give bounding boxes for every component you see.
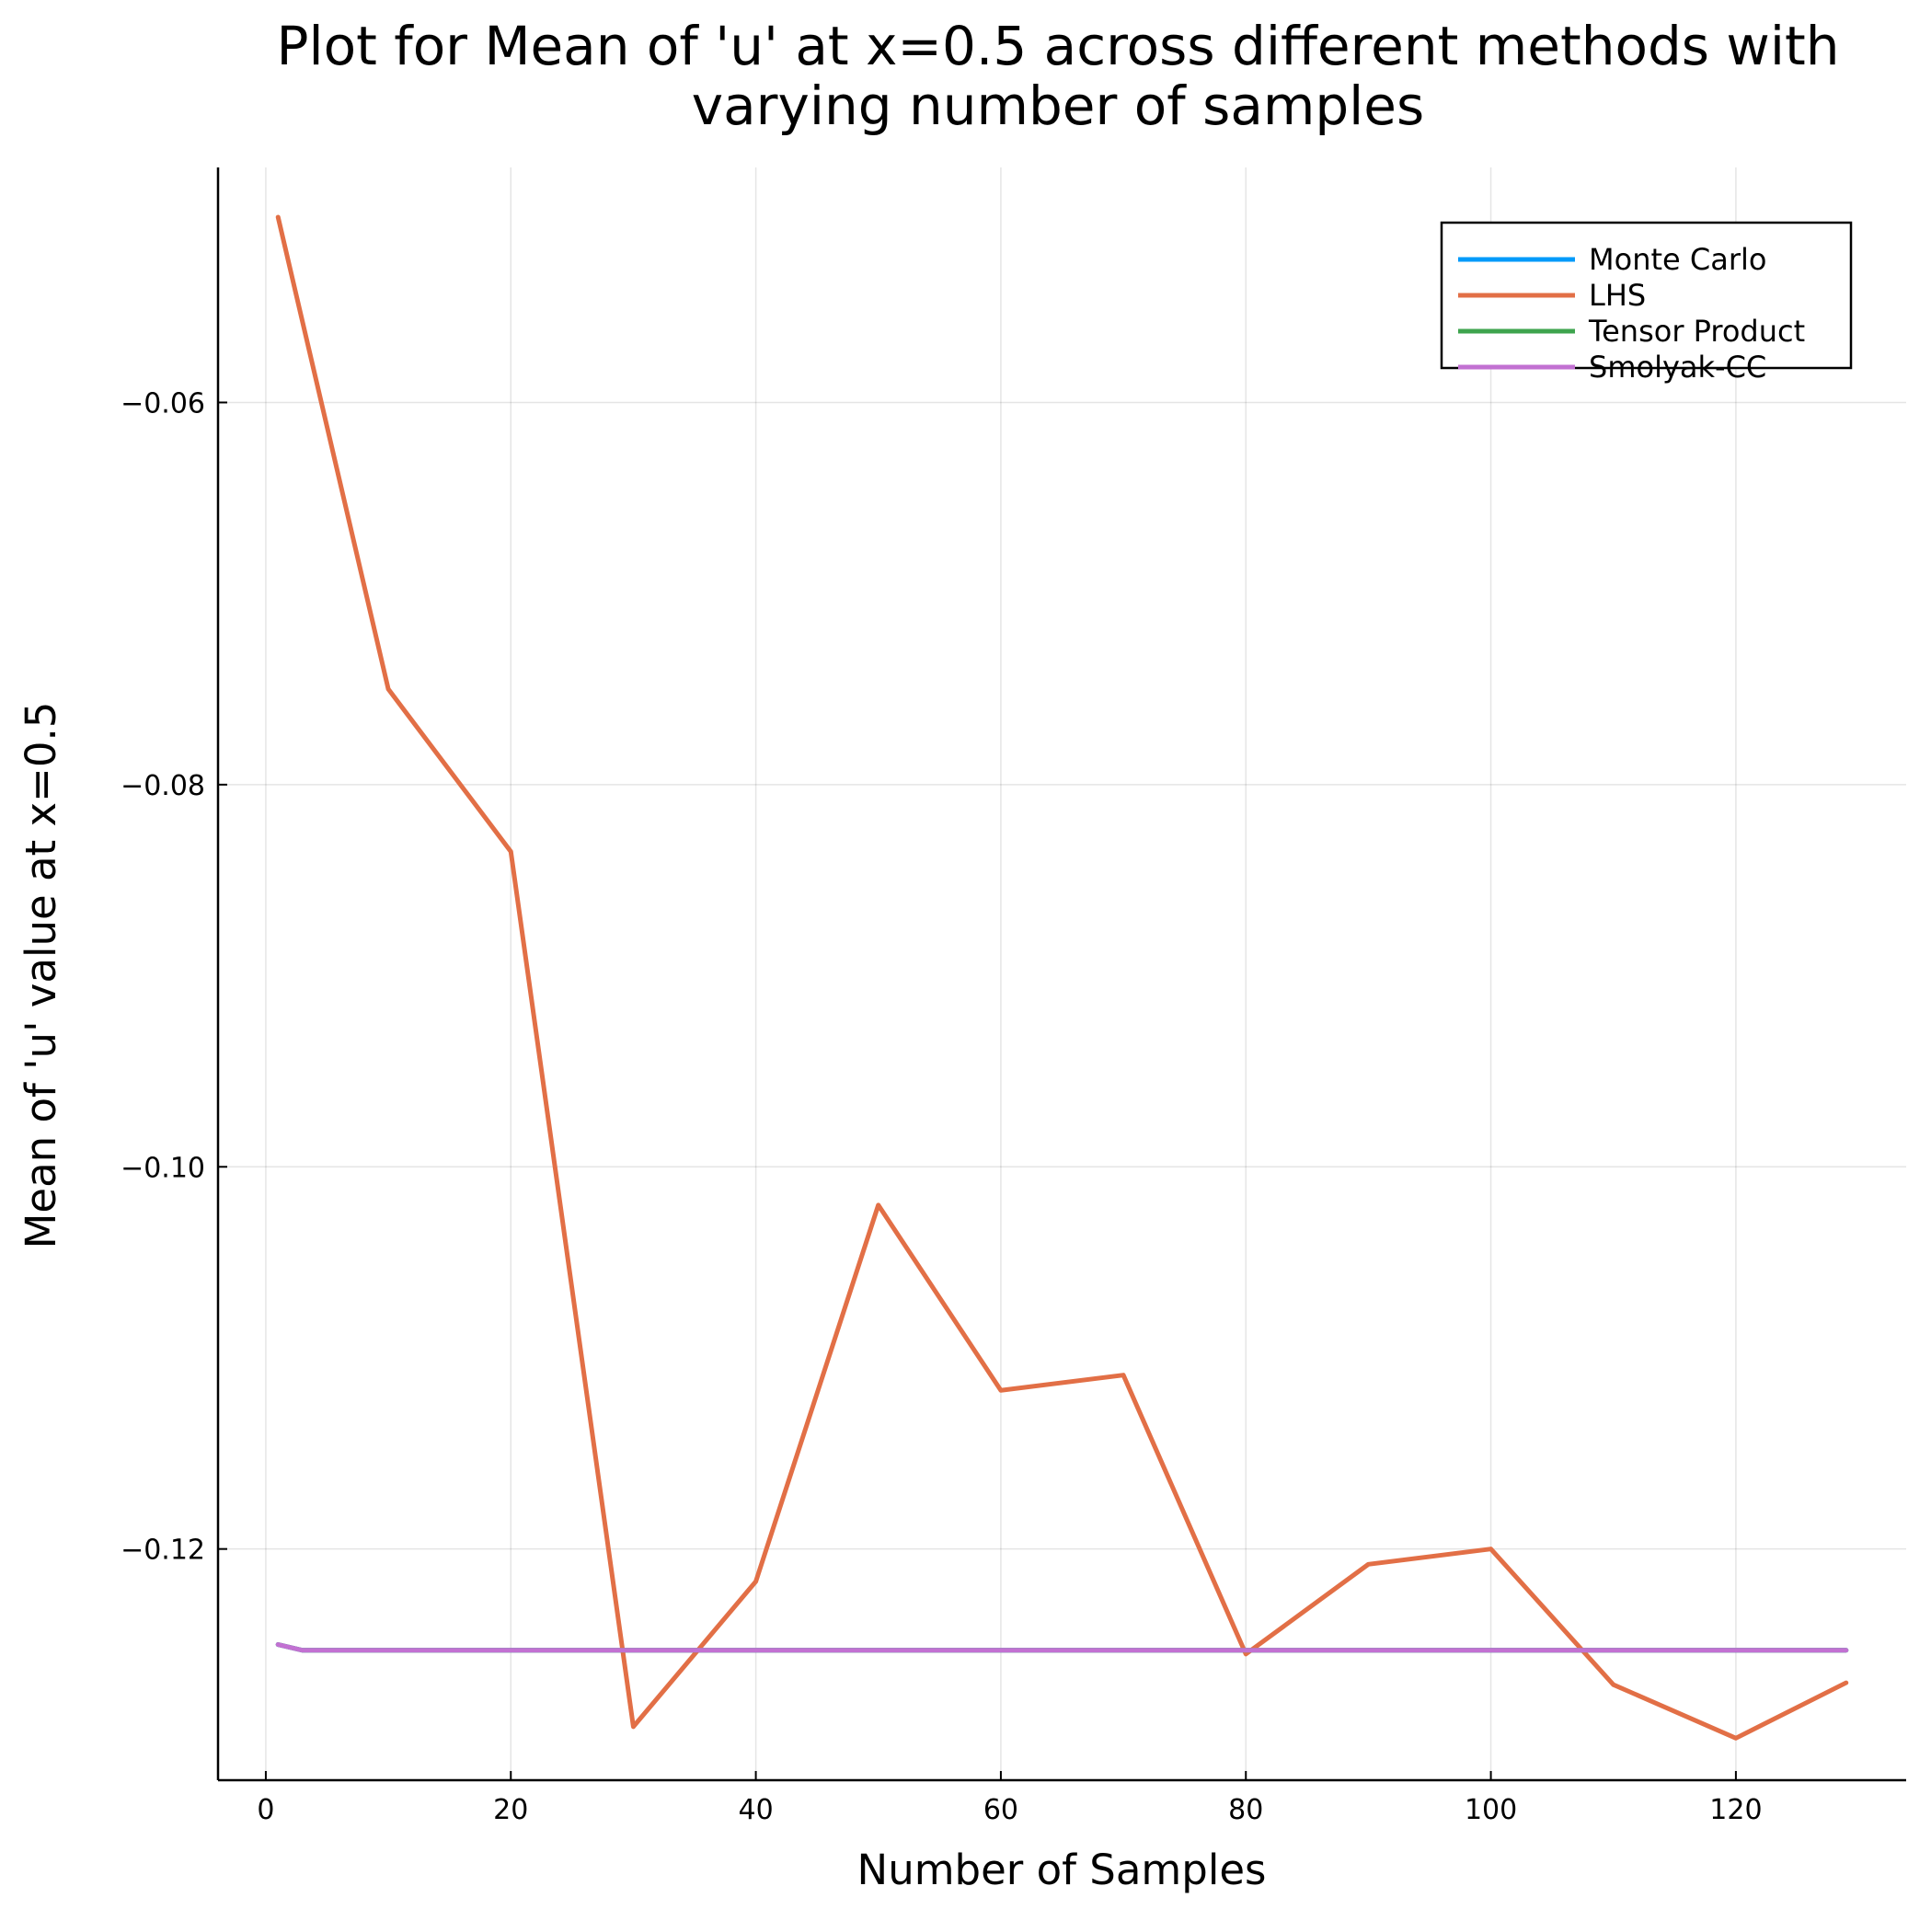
series-line-lhs (275, 214, 1849, 1741)
x-tick-label: 80 (1228, 1794, 1263, 1826)
legend-label-lhs: LHS (1589, 278, 1646, 313)
legend-label-smolyak-cc: Smolyak-CC (1589, 350, 1766, 385)
x-tick-label: 60 (983, 1794, 1018, 1826)
legend-label-tensor-product: Tensor Product (1588, 314, 1805, 349)
x-axis-label: Number of Samples (857, 1846, 1267, 1894)
y-tick-label: −0.12 (121, 1535, 205, 1567)
x-tick-label: 100 (1465, 1794, 1517, 1826)
x-tick-label: 120 (1709, 1794, 1762, 1826)
y-tick-label: −0.08 (121, 770, 205, 802)
tick-layer: 0 20 40 60 80 100 120 −0.06 −0.08 −0.10 −0.12 (121, 387, 1762, 1826)
x-tick-label: 20 (493, 1794, 528, 1826)
y-axis-label: Mean of 'u' value at x=0.5 (17, 702, 65, 1249)
x-tick-label: 0 (257, 1794, 274, 1826)
y-tick-label: −0.06 (121, 387, 205, 420)
series-layer (275, 214, 1849, 1741)
x-tick-label: 40 (738, 1794, 773, 1826)
chart-title-line-2: varying number of samples (692, 75, 1424, 137)
chart-title-line-1: Plot for Mean of 'u' at x=0.5 across dif… (277, 15, 1840, 77)
series-line-smolyak-cc (275, 1642, 1849, 1653)
y-tick-label: −0.10 (121, 1152, 205, 1184)
grid-layer (218, 167, 1906, 1780)
legend-label-monte-carlo: Monte Carlo (1589, 242, 1766, 277)
